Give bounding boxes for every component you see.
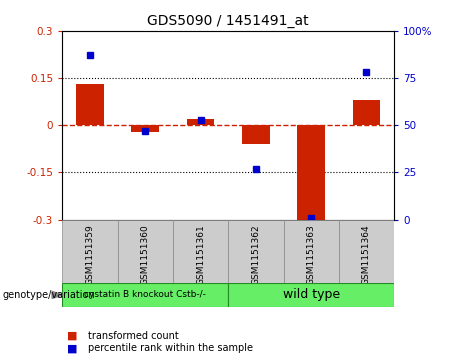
Bar bbox=[118, 220, 173, 283]
Text: GSM1151360: GSM1151360 bbox=[141, 225, 150, 285]
Bar bbox=[353, 100, 380, 125]
Text: GSM1151359: GSM1151359 bbox=[85, 225, 95, 285]
Title: GDS5090 / 1451491_at: GDS5090 / 1451491_at bbox=[148, 15, 309, 28]
Bar bbox=[284, 220, 339, 283]
Bar bbox=[228, 220, 284, 283]
Text: GSM1151363: GSM1151363 bbox=[307, 225, 316, 285]
Bar bbox=[173, 220, 228, 283]
Bar bbox=[228, 283, 394, 307]
Text: ■: ■ bbox=[67, 343, 77, 354]
Text: wild type: wild type bbox=[283, 289, 340, 301]
Text: genotype/variation: genotype/variation bbox=[2, 290, 95, 300]
Text: GSM1151361: GSM1151361 bbox=[196, 225, 205, 285]
Bar bbox=[242, 125, 270, 144]
Text: GSM1151364: GSM1151364 bbox=[362, 225, 371, 285]
Bar bbox=[187, 119, 214, 125]
Text: percentile rank within the sample: percentile rank within the sample bbox=[88, 343, 253, 354]
Bar bbox=[131, 125, 159, 131]
Text: GSM1151362: GSM1151362 bbox=[251, 225, 260, 285]
Bar bbox=[339, 220, 394, 283]
Bar bbox=[62, 220, 118, 283]
Bar bbox=[297, 125, 325, 220]
Text: cystatin B knockout Cstb-/-: cystatin B knockout Cstb-/- bbox=[84, 290, 206, 299]
Text: ■: ■ bbox=[67, 331, 77, 341]
Text: transformed count: transformed count bbox=[88, 331, 178, 341]
Bar bbox=[76, 84, 104, 125]
Bar bbox=[62, 283, 228, 307]
